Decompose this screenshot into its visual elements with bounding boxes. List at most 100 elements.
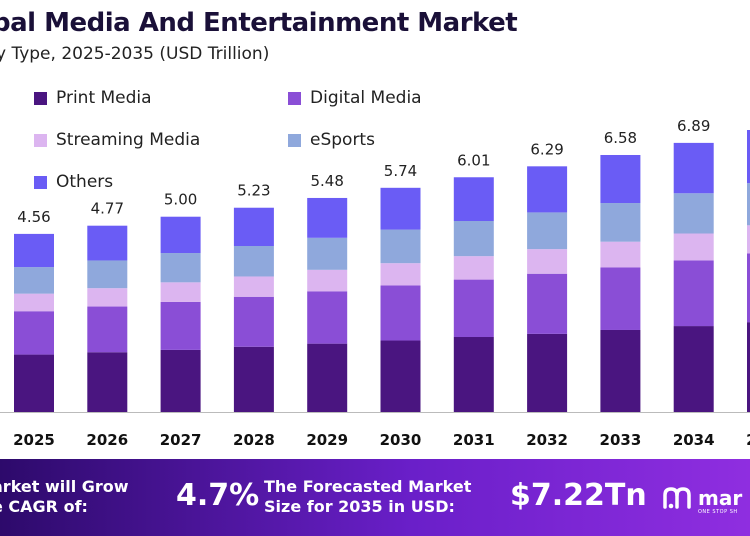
bar-segment-streaming-media [527,249,568,274]
bar-segment-streaming-media [14,293,54,312]
cagr-label-line: e CAGR of: [0,497,88,516]
legend-swatch-print-media [34,91,47,105]
bar-total-label: 5.74 [384,162,417,180]
legend-label: Streaming Media [56,130,201,150]
bar-segment-digital-media [600,267,641,330]
bar-segment-print-media [600,329,641,412]
x-tick-label: 2030 [380,431,422,449]
bar-total-label: 4.77 [91,200,124,218]
bar-segment-digital-media [233,296,274,347]
bar-segment-streaming-media [233,276,274,297]
bar-segment-digital-media [14,311,54,355]
bar-segment-print-media [233,346,274,412]
bar-segment-streaming-media [453,256,494,280]
bar-segment-esports [233,246,274,277]
cagr-label: arket will Grow e CAGR of: [0,477,129,517]
bar-segment-others [673,142,714,194]
bar-segment-digital-media [527,273,568,334]
brand-logo-icon [663,487,691,509]
bar-segment-others [747,130,750,184]
bar-segment-others [14,233,54,268]
bar-segment-streaming-media [380,263,421,286]
x-tick-label: 2034 [673,431,715,449]
stacked-bar-chart: 4.56 2025 4.77 2026 5.00 2027 5.23 2028 5.48 2029… [0,117,750,449]
bar-segment-others [233,207,274,247]
bar-total-label: 5.48 [310,172,343,190]
legend-swatch-streaming-media [34,133,47,147]
bar-segment-others [453,177,494,222]
bar-total-label: 5.23 [237,182,270,200]
x-tick-label: 2033 [600,431,642,449]
bar-segment-esports [307,237,348,270]
bar-segment-streaming-media [673,233,714,261]
bar-segment-esports [87,260,128,289]
legend-label: Print Media [56,88,152,108]
footer-banner: arket will Grow e CAGR of: 4.7% The Fore… [0,459,750,536]
bar-segment-esports [453,221,494,257]
bar-segment-streaming-media [600,241,641,268]
bar-segment-esports [380,229,421,264]
cagr-value: 4.7% [176,478,260,513]
bar-segment-streaming-media [307,269,348,292]
legend-label: Digital Media [310,88,422,108]
bar-segment-digital-media [307,291,348,344]
bar-total-label: 6.29 [530,140,563,158]
bar-segment-print-media [527,333,568,412]
bar-segment-digital-media [160,301,201,350]
legend-item-print-media: Print Media [34,88,152,108]
x-tick-label: 2026 [86,431,128,449]
legend-swatch-digital-media [288,91,301,105]
legend-label: Others [56,172,114,192]
x-tick-label: 2029 [306,431,348,449]
bar-segment-streaming-media [160,282,201,302]
legend-item-others: Others [34,172,113,192]
brand-logo: mar ONE STOP SH [662,485,743,515]
brand-logo-name: mar [698,486,743,510]
bar-segment-esports [747,183,750,226]
market-size-label-line: The Forecasted Market [264,477,472,496]
market-size-label: The Forecasted Market Size for 2035 in U… [264,477,471,517]
bar-segment-print-media [453,337,494,412]
bar-segment-digital-media [87,306,128,353]
bar-segment-others [307,197,348,238]
bar-segment-others [527,166,568,213]
bar-segment-others [380,187,421,230]
bar-segment-digital-media [673,260,714,327]
x-tick-label: 2027 [160,431,202,449]
bar-total-label: 6.58 [604,129,637,147]
bar-segment-digital-media [747,253,750,323]
bar-segment-others [600,154,641,204]
x-tick-label: 2035 [746,431,750,449]
bar-total-label: 5.00 [164,191,197,209]
bar-segment-esports [14,267,54,294]
bar-segment-streaming-media [747,225,750,254]
market-size-label-line: Size for 2035 in USD: [264,497,455,516]
legend-item-esports: eSports [288,130,375,150]
bar-segment-streaming-media [87,288,128,307]
legend-swatch-others [34,175,47,189]
chart-subtitle: y Type, 2025-2035 (USD Trillion) [0,44,270,64]
legend-item-digital-media: Digital Media [288,88,422,108]
bar-segment-print-media [14,354,54,412]
bar-segment-print-media [87,352,128,412]
bar-segment-esports [673,193,714,234]
cagr-label-line: arket will Grow [0,477,129,496]
market-size-value: $7.22Tn [510,478,647,513]
legend-swatch-esports [288,133,301,147]
x-tick-label: 2031 [453,431,495,449]
bar-total-label: 6.89 [677,117,710,135]
bar-total-label: 6.01 [457,151,490,169]
bar-segment-print-media [673,326,714,412]
bar-segment-others [160,216,201,254]
bar-segment-print-media [747,322,750,412]
chart-legend: Print Media Digital Media Streaming Medi… [0,84,560,194]
legend-item-streaming-media: Streaming Media [34,130,200,150]
bar-segment-print-media [307,343,348,412]
bar-segment-digital-media [453,279,494,338]
brand-logo-tagline: ONE STOP SH [698,509,738,515]
bar-segment-esports [600,203,641,242]
bar-segment-print-media [160,349,201,412]
bar-segment-digital-media [380,285,421,341]
bar-segment-others [87,225,128,261]
bar-segment-esports [160,253,201,283]
